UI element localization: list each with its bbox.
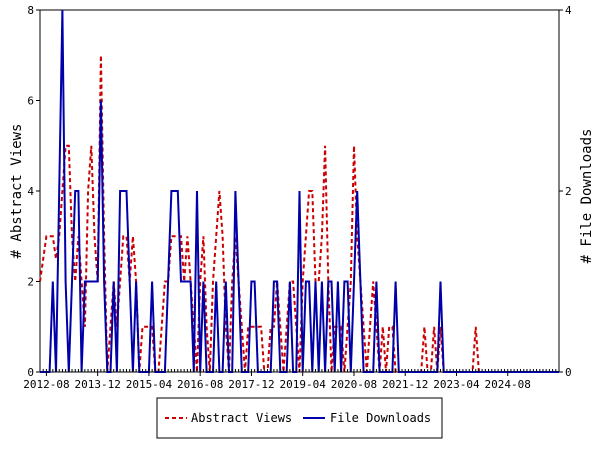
y-right-tick-label: 4 — [565, 4, 572, 17]
y-left-tick-label: 8 — [27, 4, 34, 17]
x-tick-label: 2017-12 — [228, 378, 274, 391]
axes-layer: 2012-08 2013-12 2015-04 2016-08 2017-12 2019-… — [23, 4, 572, 391]
legend-label-abstract-views: Abstract Views — [191, 411, 292, 425]
x-tick-label: 2021-12 — [382, 378, 428, 391]
x-tick-label: 2020-08 — [331, 378, 377, 391]
y-right-tick-label: 0 — [565, 366, 572, 379]
legend-box — [156, 397, 443, 439]
legend-label-file-downloads: File Downloads — [330, 411, 431, 425]
y-left-tick-label: 0 — [27, 366, 34, 379]
x-tick-label: 2019-04 — [280, 378, 327, 391]
y-right-axis-title: # File Downloads — [579, 129, 595, 264]
x-tick-label: 2015-04 — [126, 378, 173, 391]
y-left-tick-label: 4 — [27, 185, 34, 198]
x-tick-label: 2024-08 — [485, 378, 531, 391]
y-right-tick-label: 2 — [565, 185, 572, 198]
y-left-tick-label: 2 — [27, 276, 34, 289]
x-tick-label: 2016-08 — [177, 378, 223, 391]
x-tick-label: 2023-04 — [433, 378, 480, 391]
y-left-tick-label: 6 — [27, 95, 34, 108]
y-left-axis-title: # Abstract Views — [9, 124, 25, 259]
x-tick-label: 2012-08 — [23, 378, 69, 391]
x-tick-label: 2013-12 — [74, 378, 120, 391]
legend: Abstract Views File Downloads — [156, 397, 443, 439]
